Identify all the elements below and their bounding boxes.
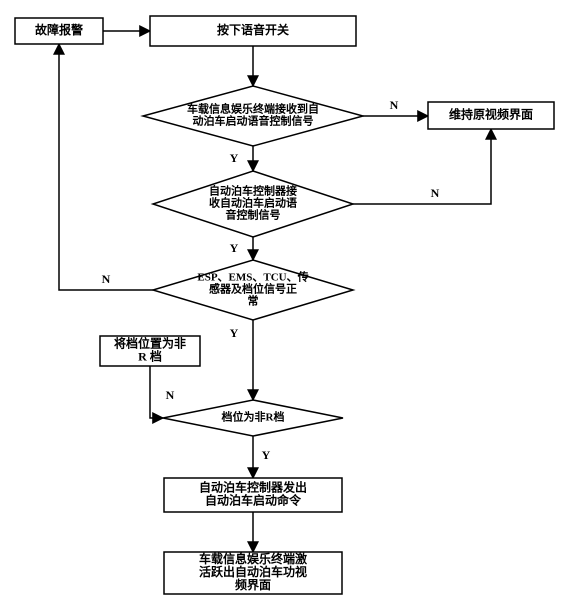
- svg-text:频界面: 频界面: [235, 577, 271, 592]
- svg-text:档位为非R档: 档位为非R档: [222, 410, 285, 424]
- svg-text:活跃出自动泊车功视: 活跃出自动泊车功视: [199, 564, 307, 579]
- setgear: 将档位置为非R 档: [100, 335, 200, 366]
- d2: 自动泊车控制器接收自动泊车启动语音控制信号: [153, 171, 353, 237]
- keep: 维持原视频界面: [428, 102, 554, 129]
- svg-text:自动泊车控制器接: 自动泊车控制器接: [209, 184, 297, 198]
- cmd: 自动泊车控制器发出自动泊车启动命令: [164, 478, 342, 512]
- edge-label-2: Y: [230, 151, 239, 165]
- svg-text:R 档: R 档: [138, 348, 162, 363]
- svg-text:动泊车启动语音控制信号: 动泊车启动语音控制信号: [193, 114, 314, 128]
- edge-label-9: Y: [262, 448, 271, 462]
- d4: 档位为非R档: [163, 400, 343, 436]
- alarm: 故障报警: [15, 18, 103, 44]
- edge-label-7: N: [102, 272, 111, 286]
- d1: 车载信息娱乐终端接收到自动泊车启动语音控制信号: [143, 86, 363, 146]
- svg-text:车载信息娱乐终端激: 车载信息娱乐终端激: [199, 551, 307, 566]
- svg-text:按下语音开关: 按下语音开关: [217, 22, 289, 37]
- d3: ESP、EMS、TCU、传感器及档位信号正常: [153, 260, 353, 320]
- edge-d2-keep: [353, 129, 491, 204]
- edge-setgear-d4: [150, 366, 163, 418]
- svg-text:自动泊车启动命令: 自动泊车启动命令: [205, 492, 302, 507]
- edge-label-6: Y: [230, 326, 239, 340]
- edge-label-3: N: [390, 98, 399, 112]
- svg-text:常: 常: [248, 294, 259, 308]
- svg-text:车载信息娱乐终端接收到自: 车载信息娱乐终端接收到自: [187, 102, 319, 116]
- svg-text:将档位置为非: 将档位置为非: [114, 335, 186, 350]
- ui: 车载信息娱乐终端激活跃出自动泊车功视频界面: [164, 551, 342, 594]
- svg-text:维持原视频界面: 维持原视频界面: [449, 106, 533, 121]
- svg-text:自动泊车控制器发出: 自动泊车控制器发出: [199, 479, 307, 494]
- svg-text:感器及档位信号正: 感器及档位信号正: [209, 282, 297, 296]
- svg-text:故障报警: 故障报警: [35, 22, 83, 37]
- edge-label-5: N: [431, 186, 440, 200]
- svg-text:音控制信号: 音控制信号: [226, 208, 281, 222]
- edge-label-4: Y: [230, 241, 239, 255]
- press: 按下语音开关: [150, 16, 356, 46]
- edge-label-8: N: [166, 388, 175, 402]
- svg-text:ESP、EMS、TCU、传: ESP、EMS、TCU、传: [197, 270, 308, 284]
- svg-text:收自动泊车启动语: 收自动泊车启动语: [209, 196, 297, 210]
- edge-d3-alarm: [59, 44, 153, 290]
